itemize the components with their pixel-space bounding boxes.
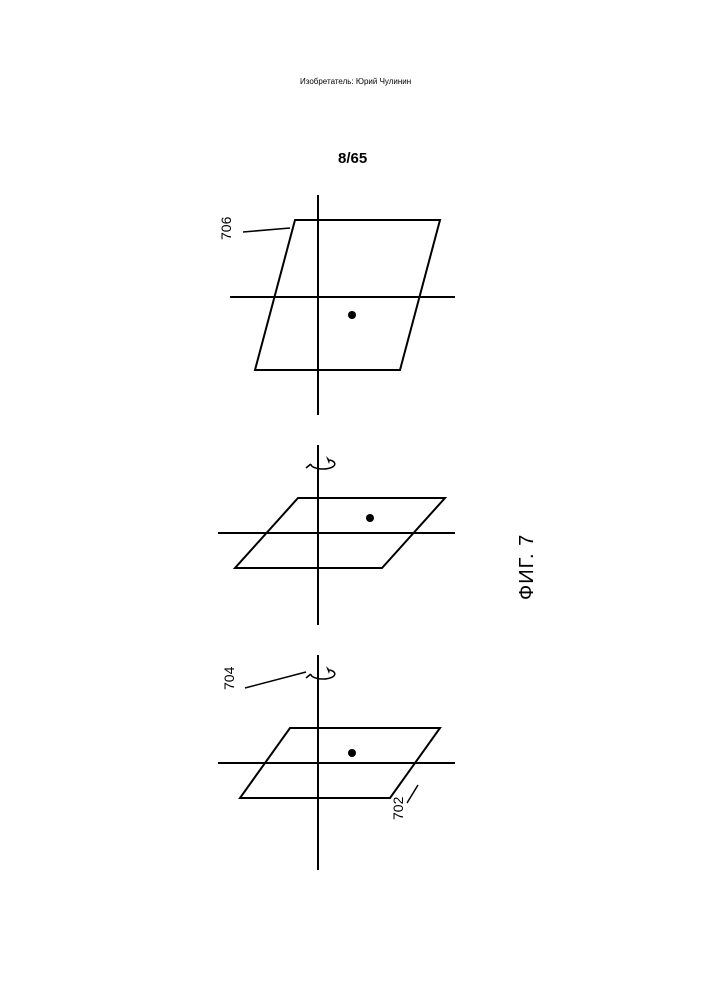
page: Изобретатель: Юрий Чулинин 8/65 70470270… — [0, 0, 707, 1000]
figure-drawing — [0, 0, 707, 1000]
